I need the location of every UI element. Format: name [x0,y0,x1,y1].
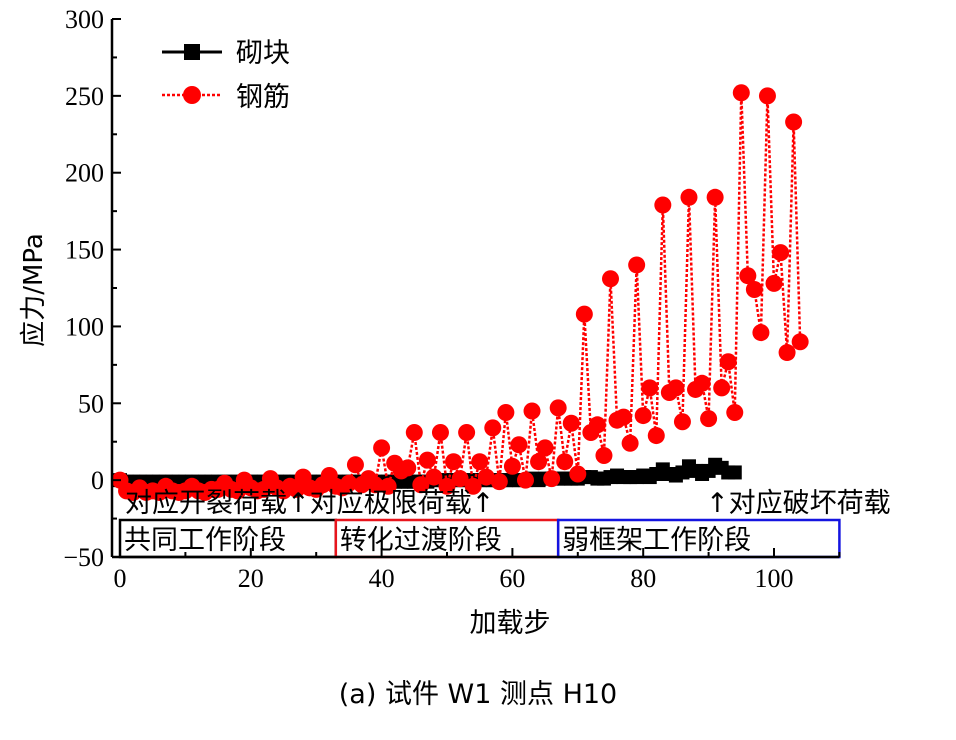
y-tick-label: 250 [65,82,104,111]
data-point-circle [706,188,724,206]
y-tick-label: −50 [63,543,104,572]
data-point-circle [399,459,417,477]
legend-marker-square [184,44,200,60]
axes: −50 0 50 100 150 200 250 300 0 20 40 60 80 100 [63,5,841,593]
data-point-circle [549,399,567,417]
data-point-circle [438,477,456,495]
data-point-circle [621,434,639,452]
legend-label-rebar: 钢筋 [236,82,290,113]
stage-boxes: 共同工作阶段 转化过渡阶段 弱框架工作阶段 [118,518,841,559]
data-point-circle [490,473,508,491]
x-tick-label: 100 [755,564,794,593]
data-point-circle [405,423,423,441]
stage-label: 转化过渡阶段 [340,525,502,556]
y-tick-label: 200 [65,159,104,188]
y-tick-label: 150 [65,236,104,265]
stage-label: 共同工作阶段 [124,525,286,556]
data-point-circle [758,87,776,105]
data-point-circle [575,305,593,323]
data-point-circle [503,457,521,475]
data-point-circle [641,379,659,397]
data-point-circle [713,379,731,397]
data-point-circle [700,410,718,428]
data-point-circle [602,270,619,288]
data-point-circle [431,423,449,441]
data-point-circle [693,374,711,392]
data-point-circle [412,476,430,494]
y-tick-label: 50 [78,389,104,418]
data-point-circle [373,439,391,457]
data-point-circle [569,465,587,483]
data-point-circle [477,468,495,486]
y-tick-label: 0 [91,466,104,495]
data-point-circle [732,84,750,102]
x-tick-label: 20 [238,564,264,593]
data-point-circle [497,404,515,422]
data-point-circle [739,267,757,285]
data-point-circle [628,256,646,274]
data-point-circle [543,470,561,488]
y-axis-label: 应力/MPa [19,233,49,347]
data-point-circle [425,468,443,486]
series-layer [111,84,809,501]
x-axis-label: 加载步 [470,608,551,639]
data-point-circle [418,451,436,469]
data-point-circle [562,414,580,432]
data-point-circle [726,404,744,422]
annotations: 对应开裂荷载↑对应极限荷载↑ ↑对应破坏荷载 [125,488,891,519]
x-tick-label: 0 [114,564,127,593]
data-point-circle [464,477,482,495]
data-point-circle [680,188,698,206]
data-point-circle [778,344,796,362]
data-point-circle [791,333,809,351]
data-point-circle [340,474,358,492]
data-point-circle [346,456,364,474]
data-point-circle [772,244,790,262]
data-point-circle [615,408,633,426]
load-marks-left: 对应开裂荷载↑对应极限荷载↑ [125,488,494,519]
stage-box [118,518,338,559]
load-mark-right: ↑对应破坏荷载 [706,488,891,519]
x-tick-label: 80 [630,564,656,593]
data-point-circle [752,324,770,342]
data-point-circle [484,419,502,437]
x-tick-label: 60 [499,564,525,593]
stage-box [556,518,841,559]
data-point-circle [516,471,534,489]
stage-label: 弱框架工作阶段 [562,525,751,556]
x-tick-label: 40 [369,564,395,593]
legend-marker-circle [183,86,201,104]
y-tick-label: 100 [65,312,104,341]
data-point-circle [673,413,691,431]
legend-label-block: 砌块 [236,38,290,69]
legend: 砌块 钢筋 [162,38,290,113]
data-point-circle [556,453,574,471]
data-point-circle [654,196,672,214]
data-point-circle [719,353,737,371]
data-point-circle [530,453,548,471]
data-point-circle [523,402,541,420]
data-point-circle [765,274,783,292]
data-point-circle [588,416,606,434]
data-point-circle [445,453,463,471]
data-point-circle [745,281,763,299]
data-point-circle [458,423,476,441]
data-point-circle [471,453,489,471]
data-point-circle [595,447,613,465]
data-point-circle [634,407,652,425]
data-point-circle [785,113,803,131]
y-tick-label: 300 [65,5,104,34]
data-point-circle [379,477,397,495]
figure-caption: (a) 试件 W1 测点 H10 [339,679,617,710]
data-point-square [727,465,742,480]
data-point-circle [451,470,469,488]
data-point-circle [510,436,528,454]
data-point-circle [647,427,665,445]
data-point-circle [536,439,554,457]
data-point-circle [667,379,685,397]
series-rebar [111,84,809,501]
data-point-circle [366,476,384,494]
